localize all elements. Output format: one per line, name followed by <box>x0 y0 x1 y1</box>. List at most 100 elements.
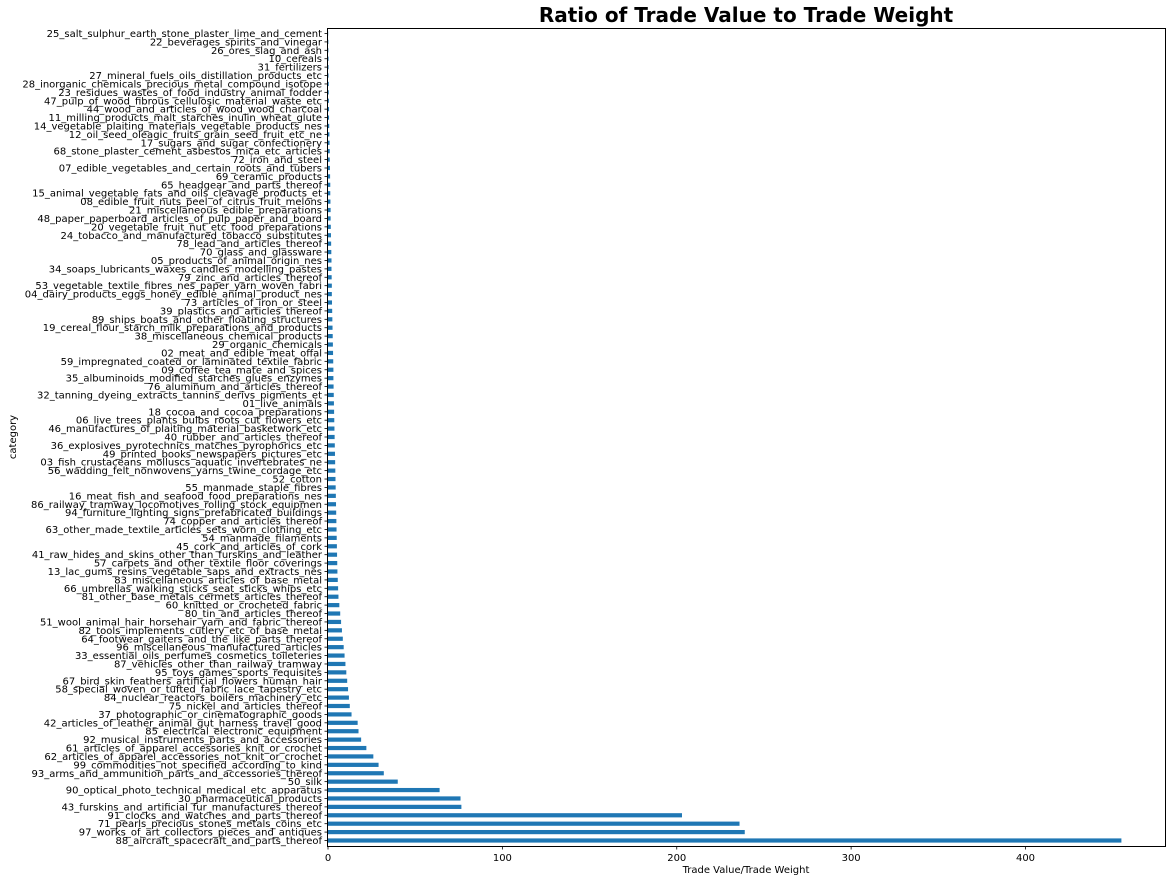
category-label: 81_other_base_metals_cermets_articles_th… <box>82 592 323 603</box>
bar <box>328 249 332 255</box>
category-label: 18_cocoa_and_cocoa_preparations <box>148 407 322 418</box>
category-label: 44_wood_and_articles_of_wood_wood_charco… <box>87 105 322 116</box>
category-label: 09_coffee_tea_mate_and_spices <box>161 365 322 376</box>
bar <box>328 829 745 835</box>
bar <box>328 468 336 473</box>
category-label: 82_tools_implements_cutlery_etc_of_base_… <box>78 626 322 637</box>
x-tick-label: 400 <box>1016 853 1035 864</box>
bar <box>328 107 330 112</box>
category-label: 11_milling_products_malt_starches_inulin… <box>49 113 322 124</box>
category-label: 48_paper_paperboard_articles_of_pulp_pap… <box>37 214 322 225</box>
bar <box>328 619 342 625</box>
category-label: 93_arms_and_ammunition_parts_and_accesso… <box>32 769 323 780</box>
category-label: 87_vehicles_other_than_railway_tramway <box>114 659 322 670</box>
bar <box>328 409 335 414</box>
bar <box>328 199 331 204</box>
category-label: 19_cereal_flour_starch_milk_preparations… <box>43 323 322 334</box>
category-label: 99_commodities_not_specified_according_t… <box>73 760 322 771</box>
bar <box>328 174 331 179</box>
bar <box>328 451 335 456</box>
category-label: 20_vegetable_fruit_nut_etc_food_preparat… <box>91 222 322 233</box>
bar <box>328 518 337 524</box>
bar <box>328 81 329 87</box>
bar <box>328 207 331 213</box>
bar <box>328 670 347 675</box>
bar <box>328 233 331 238</box>
category-label: 52_cotton <box>272 475 322 486</box>
bar <box>328 703 350 709</box>
bar <box>328 392 334 398</box>
category-label: 29_organic_chemicals <box>212 340 322 351</box>
category-label: 91_clocks_and_watches_and_parts_thereof <box>108 811 323 822</box>
bar <box>328 720 358 725</box>
bar <box>328 115 330 120</box>
category-label: 90_optical_photo_technical_medical_etc_a… <box>66 786 322 797</box>
category-label: 10_cereals <box>268 54 322 65</box>
category-label: 30_pharmaceutical_products <box>178 794 322 805</box>
y-axis-label: category <box>8 415 19 459</box>
category-label: 26_ores_slag_and_ash <box>211 46 322 57</box>
category-label: 58_special_woven_or_tufted_fabric_lace_t… <box>55 685 322 696</box>
bar <box>328 628 342 633</box>
category-label: 03_fish_crustaceans_molluscs_aquatic_inv… <box>40 458 322 469</box>
bar <box>328 813 682 818</box>
bar <box>328 838 1122 843</box>
bar <box>328 645 344 650</box>
bar <box>328 544 337 549</box>
category-label: 73_articles_of_iron_or_steel <box>184 298 322 309</box>
category-label: 47_pulp_of_wood_fibrous_cellulosic_mater… <box>44 96 322 107</box>
bar <box>328 359 334 364</box>
category-label: 86_railway_tramway_locomotives_rolling_s… <box>31 500 322 511</box>
bar <box>328 434 335 440</box>
category-label: 28_inorganic_chemicals_precious_metal_co… <box>22 79 322 90</box>
category-label: 57_carpets_and_other_textile_floor_cover… <box>94 559 322 570</box>
category-label: 65_headgear_and_parts_thereof <box>161 180 323 191</box>
category-label: 67_bird_skin_feathers_artificial_flowers… <box>62 676 322 687</box>
bar <box>328 165 330 171</box>
bar <box>328 821 740 826</box>
category-label: 12_oil_seed_oleagic_fruits_grain_seed_fr… <box>69 130 322 141</box>
bar <box>328 535 337 540</box>
category-label: 62_articles_of_apparel_accessories_not_k… <box>44 752 322 763</box>
bar <box>328 157 330 162</box>
category-label: 51_wool_animal_hair_horsehair_yarn_and_f… <box>40 617 323 628</box>
category-label: 54_manmade_filaments <box>202 533 322 544</box>
category-label: 33_essential_oils_perfumes_cosmetics_toi… <box>75 651 322 662</box>
category-label: 79_zinc_and_articles_thereof <box>178 273 323 284</box>
category-label: 74_copper_and_articles_thereof <box>163 517 322 528</box>
bar <box>328 191 331 196</box>
bar <box>328 737 362 742</box>
bar <box>328 216 331 221</box>
category-label: 38_miscellaneous_chemical_products <box>134 332 322 343</box>
bar <box>328 73 329 78</box>
category-label: 34_soaps_lubricants_waxes_candles_modell… <box>49 264 322 275</box>
category-label: 95_toys_games_sports_requisites <box>155 668 322 679</box>
category-label: 42_articles_of_leather_animal_gut_harnes… <box>44 718 322 729</box>
bar <box>328 611 341 616</box>
bar <box>328 653 345 658</box>
bar <box>328 745 367 751</box>
bar <box>328 275 332 280</box>
category-label: 69_ceramic_products <box>216 172 322 183</box>
category-label: 41_raw_hides_and_skins_other_than_furski… <box>32 550 323 561</box>
category-label: 37_photographic_or_cinematographic_goods <box>98 710 322 721</box>
bar <box>328 687 349 692</box>
category-label: 85_electrical_electronic_equipment <box>145 727 322 738</box>
bar <box>328 384 334 389</box>
category-label: 17_sugars_and_sugar_confectionery <box>141 138 323 149</box>
x-tick-label: 0 <box>325 853 331 864</box>
bar <box>328 140 330 145</box>
category-label: 97_works_of_art_collectors_pieces_and_an… <box>79 828 322 839</box>
bar <box>328 787 440 793</box>
bar <box>328 594 339 599</box>
bar <box>328 291 332 297</box>
bar <box>328 636 343 641</box>
bar <box>328 367 334 372</box>
bar <box>328 502 337 507</box>
category-label: 49_printed_books_newspapers_pictures_etc <box>103 449 322 460</box>
category-label: 45_cork_and_articles_of_cork <box>176 542 322 553</box>
category-label: 35_albuminoids_modified_starches_glues_e… <box>66 374 322 385</box>
plot-frame <box>327 28 1166 847</box>
category-label: 39_plastics_and_articles_thereof <box>160 306 323 317</box>
